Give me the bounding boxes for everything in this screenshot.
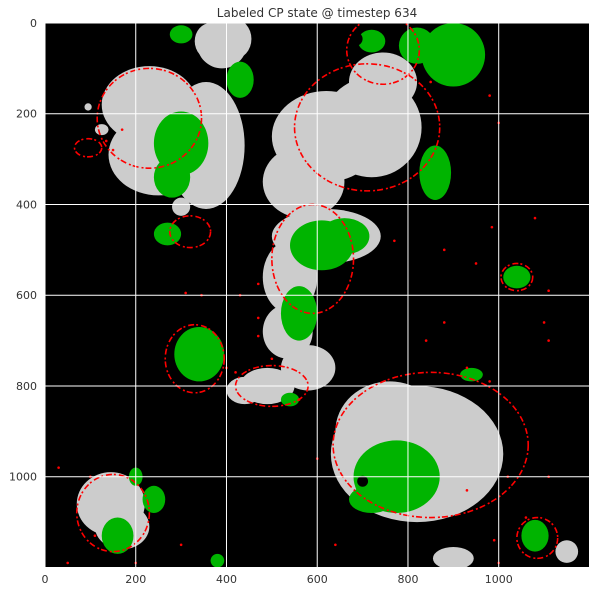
- region-boundary: [96, 67, 203, 169]
- boundary-fragment: [488, 94, 491, 97]
- y-tick-label: 1000: [9, 471, 37, 484]
- green-region: [174, 326, 225, 382]
- boundary-fragment: [424, 339, 428, 342]
- boundary-fragment: [256, 316, 260, 320]
- boundary-fragment: [234, 371, 237, 374]
- boundary-fragment: [533, 216, 537, 220]
- green-region: [153, 222, 182, 246]
- region-boundary: [168, 215, 212, 249]
- green-region: [101, 517, 134, 554]
- chart-title: Labeled CP state @ timestep 634: [217, 6, 417, 20]
- x-tick-label: 200: [125, 573, 146, 586]
- boundary-fragment: [179, 543, 183, 547]
- boundary-fragment: [524, 516, 528, 519]
- empty-region: [386, 23, 403, 33]
- gray-region: [84, 103, 92, 111]
- region-boundary: [345, 23, 421, 86]
- empty-region: [348, 32, 363, 46]
- boundary-fragment: [490, 225, 494, 229]
- y-tick-label: 0: [30, 17, 37, 30]
- boundary-fragment: [270, 357, 274, 361]
- region-boundary: [500, 262, 534, 292]
- boundary-fragment: [465, 489, 469, 492]
- boundary-fragment: [542, 321, 546, 324]
- boundary-fragment: [57, 466, 60, 469]
- x-tick-label: 0: [42, 573, 49, 586]
- green-region: [226, 61, 254, 98]
- green-region: [421, 23, 486, 87]
- boundary-fragment: [393, 239, 396, 243]
- boundary-fragment: [256, 334, 260, 338]
- y-tick-label: 600: [16, 289, 37, 302]
- region-boundary: [516, 516, 559, 560]
- gray-region: [172, 197, 191, 216]
- empty-region: [513, 456, 525, 470]
- boundary-fragment: [465, 366, 469, 370]
- gray-region: [280, 345, 336, 391]
- region-boundary: [293, 63, 441, 192]
- green-region: [398, 27, 436, 64]
- grid-layer: [44, 22, 589, 567]
- green-region: [319, 218, 370, 255]
- empty-region: [357, 475, 369, 487]
- green-region: [280, 286, 318, 341]
- region-boundary: [164, 323, 226, 394]
- boundary-fragment: [104, 139, 108, 143]
- axes-layer: 0 200 400 600 800 1000 0 200 400 600 800 1000: [9, 17, 513, 586]
- x-tick-label: 600: [307, 573, 328, 586]
- boundary-fragment: [93, 534, 97, 537]
- boundary-fragment: [256, 282, 260, 286]
- green-region: [358, 29, 386, 53]
- boundary-fragment: [474, 262, 478, 265]
- x-tick-label: 800: [397, 573, 418, 586]
- green-region: [348, 485, 395, 514]
- y-tick-label: 400: [16, 198, 37, 211]
- green-region: [521, 519, 549, 552]
- boundary-fragment: [429, 80, 432, 84]
- green-region: [419, 145, 452, 200]
- region-boundary: [332, 371, 530, 519]
- y-tick-label: 800: [16, 380, 37, 393]
- gray-region: [348, 52, 418, 112]
- green-region: [503, 265, 531, 289]
- boundary-fragment: [184, 291, 187, 295]
- x-tick-label: 1000: [485, 573, 513, 586]
- boundary-fragment: [547, 289, 550, 292]
- boundary-fragment: [120, 128, 124, 131]
- boundary-fragment: [66, 561, 69, 565]
- x-tick-label: 400: [216, 573, 237, 586]
- region-boundary: [73, 137, 103, 158]
- boundary-fragment: [297, 398, 301, 401]
- green-region: [142, 485, 166, 514]
- green-region: [210, 553, 225, 567]
- boundary-fragment: [111, 148, 115, 152]
- green-region: [280, 392, 300, 407]
- gray-region: [555, 540, 579, 563]
- region-boundary: [75, 473, 151, 553]
- boundary-fragment: [442, 321, 446, 324]
- gray-region: [432, 547, 474, 567]
- boundary-fragment: [442, 248, 446, 252]
- boundary-fragment: [488, 380, 491, 383]
- y-tick-label: 200: [16, 108, 37, 121]
- boundary-fragment: [334, 543, 337, 547]
- gray-region: [215, 23, 252, 60]
- green-region: [169, 25, 193, 44]
- boundary-fragment: [547, 339, 550, 342]
- gray-region: [94, 124, 109, 136]
- boundary-fragment: [492, 538, 496, 542]
